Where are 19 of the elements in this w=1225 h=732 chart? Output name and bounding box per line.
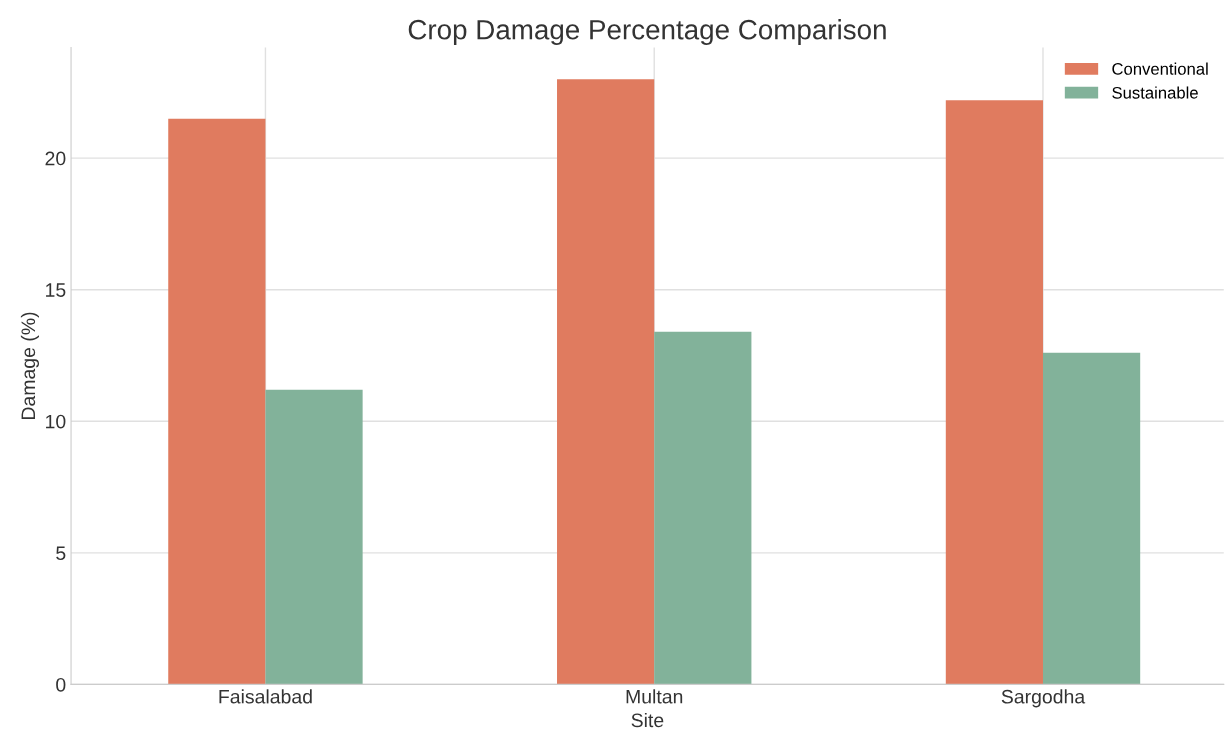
chart-title: Crop Damage Percentage Comparison [408,19,886,46]
bar [265,389,363,685]
y-tick-label: 15 [46,283,66,297]
x-tick-label: Sargodha [1001,689,1086,708]
x-axis-title: Site [631,712,664,728]
bar [945,100,1043,685]
y-tick-label: 5 [56,546,66,561]
y-axis-title: Damage (%) [20,312,40,419]
x-tick-label: Multan [626,689,683,704]
y-tick-label: 10 [46,414,66,429]
bar [557,79,655,685]
legend-label: Sustainable [1112,86,1198,99]
legend-label: Conventional [1112,62,1208,75]
bar [1042,352,1141,685]
x-tick-label: Faisalabad [219,689,312,704]
bar [654,331,752,685]
y-tick-label: 20 [45,151,66,166]
y-tick-label: 0 [56,677,66,692]
bar [168,118,266,685]
